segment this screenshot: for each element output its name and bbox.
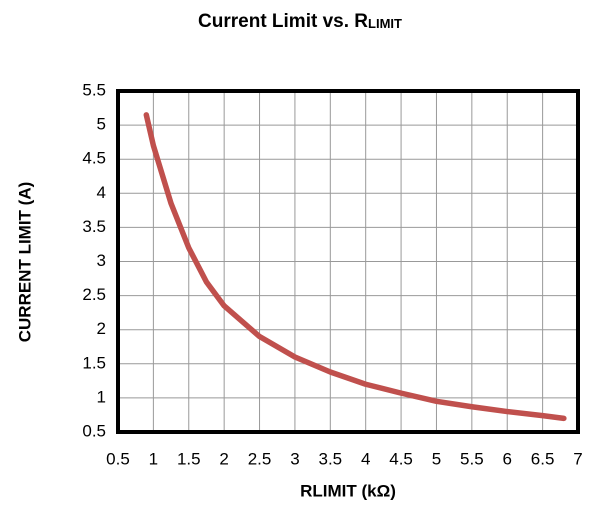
title-main: Current Limit vs. R xyxy=(198,11,368,32)
title-subscript: LIMIT xyxy=(368,16,402,31)
x-tick-label: 4 xyxy=(361,449,370,468)
x-tick-label: 3.5 xyxy=(318,449,342,468)
y-tick-label: 3 xyxy=(97,251,106,270)
y-tick-label: 3.5 xyxy=(82,217,106,236)
y-tick-label: 0.5 xyxy=(82,421,106,440)
x-tick-label: 4.5 xyxy=(389,449,413,468)
data-line xyxy=(143,112,567,422)
x-tick-label: 6.5 xyxy=(531,449,555,468)
x-tick-label: 2 xyxy=(219,449,228,468)
y-tick-label: 2 xyxy=(97,319,106,338)
x-tick-label: 3 xyxy=(290,449,299,468)
y-tick-label: 1 xyxy=(97,387,106,406)
x-tick-label: 7 xyxy=(573,449,582,468)
y-tick-label: 5 xyxy=(97,115,106,134)
x-tick-label: 2.5 xyxy=(248,449,272,468)
x-tick-label: 1 xyxy=(149,449,158,468)
y-tick-label: 2.5 xyxy=(82,285,106,304)
x-tick-label: 5 xyxy=(432,449,441,468)
x-tick-label: 1.5 xyxy=(177,449,201,468)
y-tick-label: 5.5 xyxy=(82,80,106,99)
y-axis-title: CURRENT LIMIT (A) xyxy=(15,182,34,343)
y-tick-label: 4 xyxy=(97,183,106,202)
x-tick-label: 5.5 xyxy=(460,449,484,468)
x-axis-title: RLIMIT (kΩ) xyxy=(300,481,396,500)
plot-border xyxy=(116,89,580,434)
x-tick-label: 0.5 xyxy=(106,449,130,468)
y-tick-label: 1.5 xyxy=(82,353,106,372)
x-tick-label: 6 xyxy=(502,449,511,468)
y-tick-label: 4.5 xyxy=(82,149,106,168)
chart-title: Current Limit vs. RLIMIT xyxy=(198,11,402,32)
